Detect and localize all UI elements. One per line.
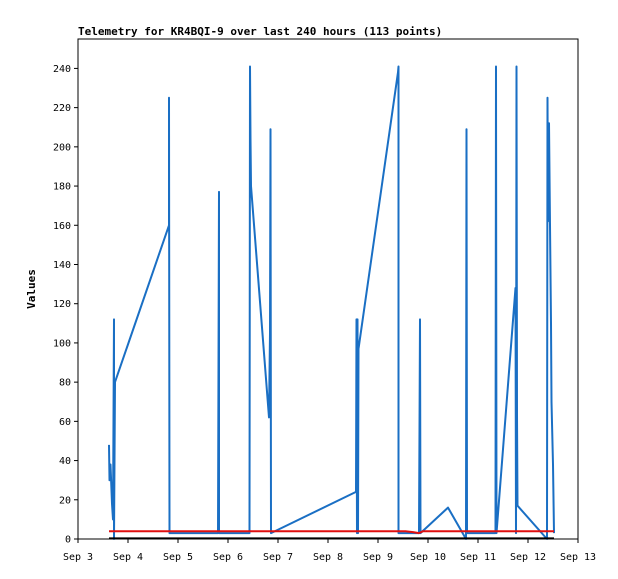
y-tick-label: 140	[53, 260, 71, 271]
x-tick-label: Sep 11	[460, 552, 496, 563]
y-axis-label: Values	[25, 269, 38, 309]
y-tick-label: 0	[65, 535, 71, 546]
x-tick-label: Sep 13	[560, 552, 596, 563]
x-tick-label: Sep 3	[63, 552, 93, 563]
x-tick-label: Sep 7	[263, 552, 293, 563]
y-tick-label: 120	[53, 299, 71, 310]
chart-title: Telemetry for KR4BQI-9 over last 240 hou…	[78, 25, 442, 38]
y-tick-label: 240	[53, 64, 71, 75]
plot-frame	[77, 38, 579, 540]
series-line-0	[108, 65, 555, 540]
x-tick-label: Sep 4	[113, 552, 143, 563]
y-tick-label: 20	[59, 495, 71, 506]
x-tick-label: Sep 6	[213, 552, 243, 563]
y-axis: 0 20 40 60 80 100 120 140 160 180 200 220 240	[53, 64, 78, 546]
x-tick-label: Sep 10	[410, 552, 446, 563]
y-tick-label: 100	[53, 338, 71, 349]
series-line-1	[109, 530, 554, 535]
x-tick-label: Sep 12	[510, 552, 546, 563]
y-tick-label: 180	[53, 182, 71, 193]
y-tick-label: 220	[53, 103, 71, 114]
y-tick-label: 80	[59, 378, 71, 389]
x-tick-label: Sep 8	[313, 552, 343, 563]
y-tick-label: 160	[53, 221, 71, 232]
x-tick-label: Sep 9	[363, 552, 393, 563]
series-layer	[108, 65, 555, 540]
y-tick-label: 40	[59, 456, 71, 467]
x-tick-label: Sep 5	[163, 552, 193, 563]
x-axis: Sep 3 Sep 4 Sep 5 Sep 6 Sep 7 Sep 8 Sep 9 Sep 1…	[63, 539, 596, 563]
y-tick-label: 200	[53, 142, 71, 153]
y-tick-label: 60	[59, 417, 71, 428]
